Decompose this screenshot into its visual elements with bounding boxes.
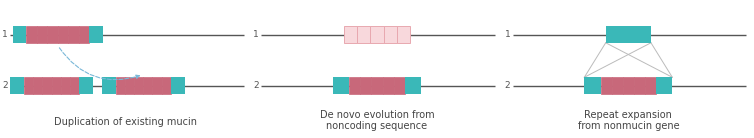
Bar	[349, 77, 360, 94]
Bar	[611, 77, 623, 94]
Bar	[397, 26, 409, 43]
Bar	[79, 77, 93, 94]
Bar	[26, 26, 37, 43]
Bar	[333, 77, 349, 94]
Bar	[601, 77, 611, 94]
Bar	[78, 26, 89, 43]
Bar	[634, 77, 645, 94]
Text: 2: 2	[2, 81, 8, 90]
Bar	[51, 77, 61, 94]
Bar	[584, 77, 601, 94]
Bar	[384, 26, 397, 43]
Bar	[360, 77, 372, 94]
Bar	[70, 77, 79, 94]
Bar	[394, 77, 405, 94]
Bar	[42, 77, 51, 94]
Bar	[24, 77, 33, 94]
Text: Repeat expansion
from nonmucin gene: Repeat expansion from nonmucin gene	[578, 109, 679, 131]
Text: Duplication of existing mucin: Duplication of existing mucin	[54, 117, 197, 127]
Text: 2: 2	[253, 81, 259, 90]
Bar	[645, 77, 656, 94]
Bar	[372, 77, 382, 94]
Bar	[13, 26, 26, 43]
Bar	[134, 77, 143, 94]
Bar	[61, 77, 70, 94]
Bar	[605, 26, 651, 43]
Text: 2: 2	[504, 81, 510, 90]
Bar	[370, 26, 384, 43]
Bar	[58, 26, 69, 43]
FancyArrowPatch shape	[60, 48, 139, 80]
Bar	[33, 77, 42, 94]
Bar	[89, 26, 103, 43]
Bar	[405, 77, 421, 94]
Bar	[171, 77, 185, 94]
Bar	[125, 77, 134, 94]
Text: 1: 1	[253, 30, 259, 39]
Bar	[656, 77, 673, 94]
Bar	[357, 26, 370, 43]
Bar	[102, 77, 115, 94]
Bar	[143, 77, 152, 94]
Bar	[382, 77, 394, 94]
Text: 1: 1	[504, 30, 510, 39]
Bar	[69, 26, 78, 43]
Bar	[161, 77, 171, 94]
Text: 1: 1	[2, 30, 8, 39]
Bar	[10, 77, 24, 94]
Bar	[152, 77, 161, 94]
Bar	[345, 26, 357, 43]
Bar	[623, 77, 634, 94]
Bar	[48, 26, 58, 43]
Text: De novo evolution from
noncoding sequence: De novo evolution from noncoding sequenc…	[320, 109, 434, 131]
Bar	[115, 77, 125, 94]
Bar	[37, 26, 48, 43]
